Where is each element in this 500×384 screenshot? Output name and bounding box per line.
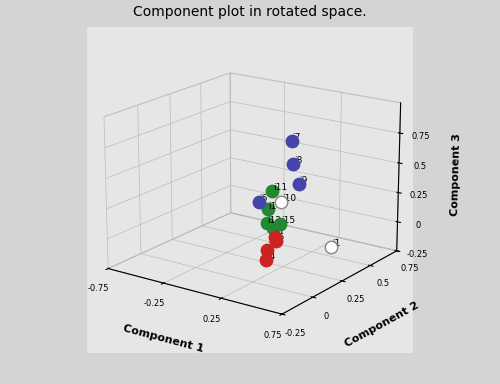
X-axis label: Component 1: Component 1 — [122, 324, 204, 354]
Title: Component plot in rotated space.: Component plot in rotated space. — [133, 5, 367, 19]
Y-axis label: Component 2: Component 2 — [343, 300, 420, 349]
